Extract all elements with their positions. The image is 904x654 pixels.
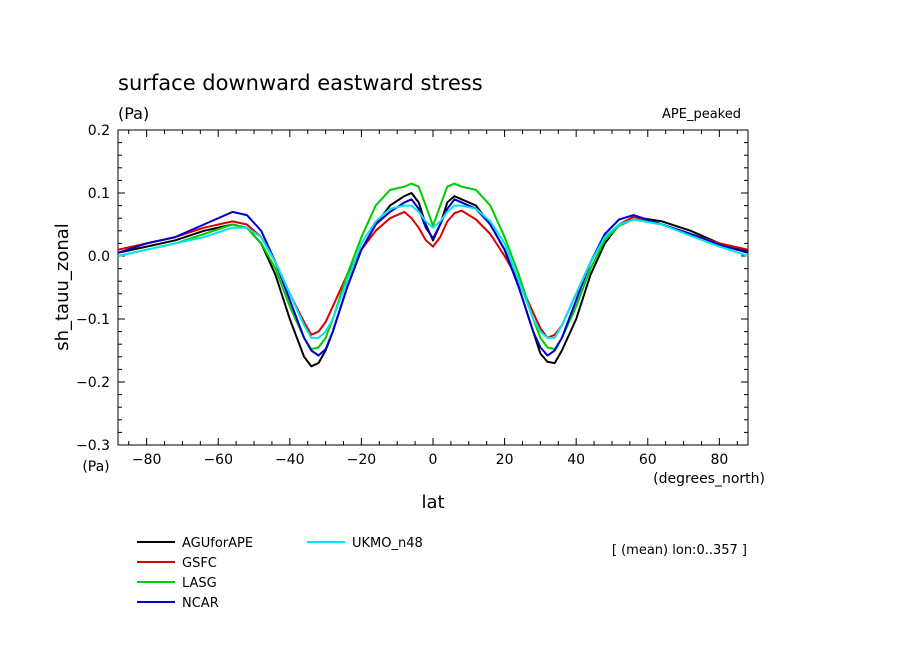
y-tick-label: −0.2 [76,375,110,391]
series-line-lasg [117,182,749,351]
averaging-note: [ (mean) lon:0..357 ] [612,543,747,558]
y-tick-label: 0.0 [88,249,110,265]
series-line-aguforape [117,192,749,368]
x-tick-label: 80 [710,452,728,468]
x-tick-label: 40 [567,452,585,468]
legend-label: NCAR [182,596,219,611]
y-tick-label: −0.1 [76,312,110,328]
x-axis-ticks: −80 −60 −40 −20 0 20 40 60 80 [128,130,738,468]
chart-title: surface downward eastward stress [118,71,483,95]
series-lines [117,182,749,368]
x-tick-label: −60 [203,452,233,468]
plot-border [117,129,749,446]
x-tick-label: −20 [347,452,377,468]
y-tick-label: −0.3 [76,438,110,454]
chart-units: (Pa) [118,104,149,123]
legend: AGUforAPE GSFC LASG NCAR UKMO_n48 [137,536,423,611]
y-unit-label: (Pa) [82,459,109,475]
legend-label: GSFC [182,556,217,571]
x-tick-label: 20 [496,452,514,468]
y-axis-label: sh_tauu_zonal [52,223,73,351]
experiment-label: APE_peaked [662,107,741,122]
x-tick-label: −40 [275,452,305,468]
series-line-ukmo-n48 [117,204,749,339]
y-tick-label: 0.1 [88,186,110,202]
x-tick-label: 0 [429,452,438,468]
legend-label: LASG [182,576,217,591]
x-tick-label: 60 [639,452,657,468]
x-axis-label: lat [421,492,444,513]
x-tick-label: −80 [132,452,162,468]
y-axis-ticks: 0.2 0.1 0.0 −0.1 −0.2 −0.3 [76,123,748,454]
x-unit-label: (degrees_north) [653,471,765,487]
legend-label: UKMO_n48 [352,536,423,551]
legend-label: AGUforAPE [182,536,253,551]
y-tick-label: 0.2 [88,123,110,139]
plot-frame [117,129,749,446]
